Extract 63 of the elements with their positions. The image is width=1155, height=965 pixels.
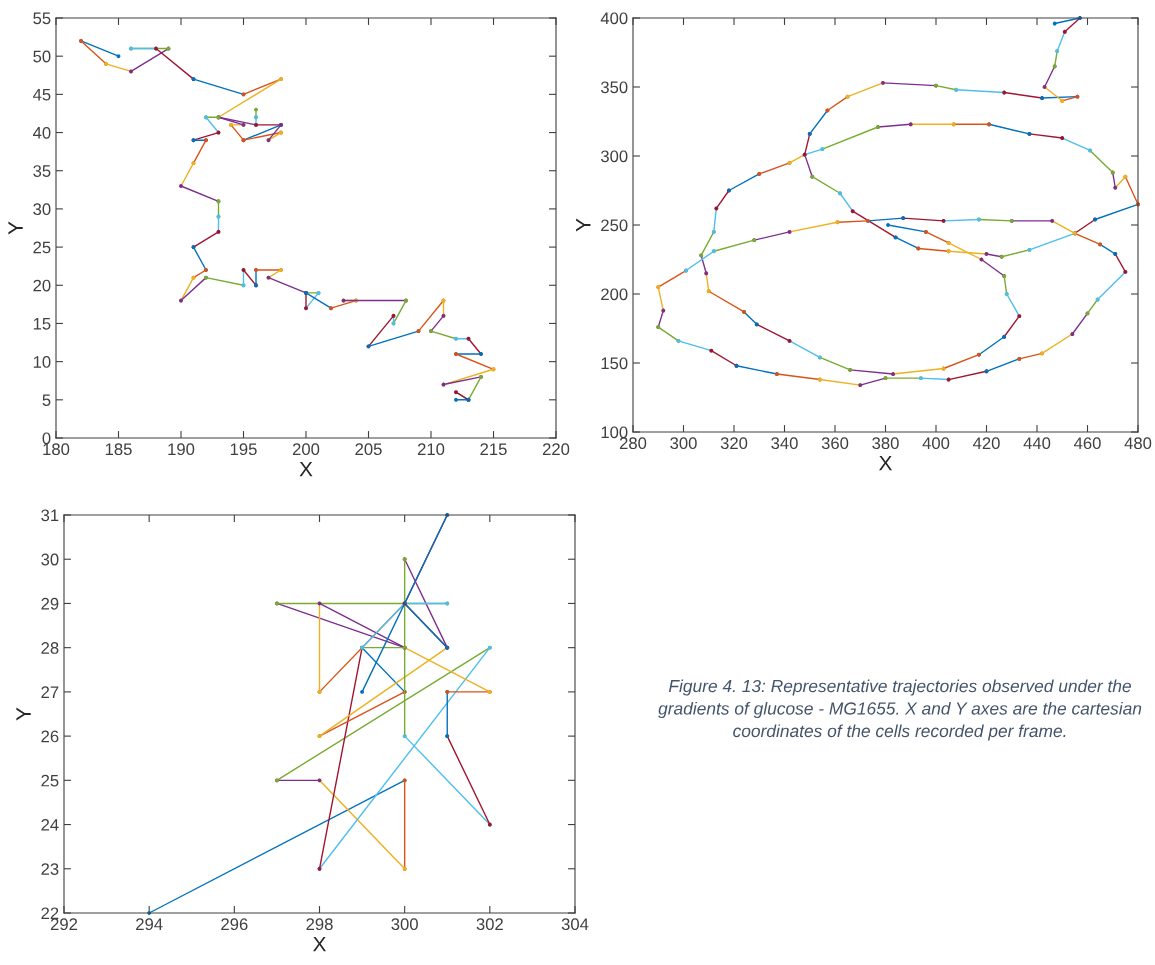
x-tick-label: 185: [105, 443, 132, 456]
x-tick-label: 195: [230, 443, 257, 456]
x-tick-label: 440: [1023, 437, 1051, 450]
y-tick-label: 200: [601, 288, 628, 301]
y-tick-label: 250: [601, 219, 628, 232]
x-tick-label: 304: [561, 918, 589, 931]
y-tick-label: 25: [33, 241, 51, 254]
y-tick-label: 30: [41, 553, 59, 566]
x-tick-label: 280: [619, 437, 647, 450]
x-tick-label: 420: [972, 437, 1000, 450]
x-tick-label: 320: [720, 437, 748, 450]
y-axis-title: Y: [16, 707, 31, 721]
x-tick-label: 205: [355, 443, 382, 456]
x-tick-label: 292: [50, 918, 78, 931]
y-axis-title: Y: [576, 218, 591, 232]
y-tick-label: 10: [33, 356, 51, 368]
y-tick-label: 24: [41, 818, 59, 831]
y-tick-label: 26: [41, 730, 59, 743]
x-tick-label: 215: [480, 443, 507, 456]
y-tick-label: 20: [33, 279, 51, 292]
y-tick-label: 55: [33, 12, 51, 25]
y-tick-label: 0: [42, 432, 51, 445]
y-tick-label: 5: [42, 394, 51, 407]
y-tick-label: 25: [41, 774, 59, 787]
x-tick-label: 340: [771, 437, 798, 450]
x-tick-label: 460: [1073, 437, 1101, 450]
x-tick-label: 480: [1124, 437, 1152, 450]
x-axis-title: X: [879, 455, 893, 471]
y-tick-label: 150: [601, 357, 628, 370]
y-axis-title: Y: [8, 221, 23, 235]
y-tick-label: 100: [601, 426, 628, 439]
x-tick-label: 220: [542, 443, 570, 456]
x-axis-title: X: [299, 461, 313, 477]
y-tick-label: 45: [32, 88, 51, 101]
y-tick-label: 31: [41, 509, 59, 522]
y-tick-label: 30: [33, 203, 51, 216]
x-tick-label: 200: [292, 443, 320, 456]
x-tick-label: 298: [306, 918, 333, 931]
y-tick-label: 27: [41, 686, 59, 698]
y-tick-label: 400: [600, 12, 628, 25]
y-tick-label: 300: [600, 150, 628, 163]
y-tick-label: 23: [41, 863, 59, 875]
x-tick-label: 294: [136, 918, 163, 931]
y-tick-label: 29: [41, 597, 59, 610]
x-tick-label: 360: [821, 437, 849, 450]
x-tick-label: 180: [43, 443, 70, 456]
y-tick-label: 15: [33, 318, 51, 330]
x-tick-label: 296: [221, 918, 248, 931]
x-tick-label: 190: [168, 443, 195, 456]
x-tick-label: 302: [476, 918, 503, 931]
y-tick-label: 22: [41, 907, 59, 920]
x-tick-label: 300: [670, 437, 697, 450]
y-tick-label: 350: [600, 81, 628, 94]
y-tick-label: 28: [41, 642, 59, 654]
y-tick-label: 50: [33, 50, 51, 63]
y-tick-label: 35: [33, 165, 51, 177]
caption: Figure 4. 13: Representative trajectories observed under the gradients of glucose - MG1655. X and Y axes are the cartesian coordinates of the cells recorded per frame.: [658, 679, 1142, 741]
x-tick-label: 400: [922, 437, 950, 450]
x-tick-label: 380: [872, 437, 899, 450]
x-tick-label: 210: [417, 443, 445, 456]
y-tick-label: 40: [32, 126, 51, 139]
x-axis-title: X: [313, 936, 327, 952]
x-tick-label: 300: [391, 918, 418, 931]
